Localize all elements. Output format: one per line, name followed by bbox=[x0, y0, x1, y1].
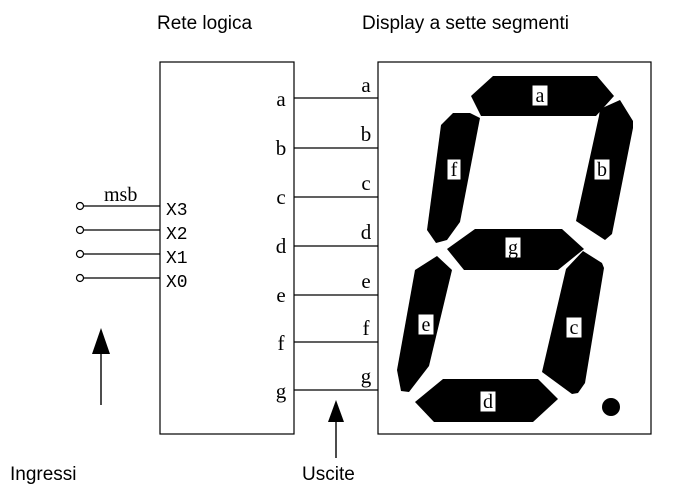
input-lines bbox=[75, 201, 160, 283]
segment-a-label-box bbox=[531, 84, 549, 107]
segment-e-label-box bbox=[417, 313, 435, 336]
input-pin-x3: X3 bbox=[166, 201, 188, 221]
input-terminal-x2 bbox=[75, 225, 85, 235]
logic-network-box bbox=[159, 61, 295, 435]
logic-output-label-f: f bbox=[278, 331, 285, 355]
segment-e-label: e bbox=[422, 314, 431, 336]
logic-output-label-d: d bbox=[276, 234, 287, 258]
segment-a-label: a bbox=[536, 85, 545, 107]
segment-g-label: g bbox=[508, 237, 518, 259]
logic-network-title: Rete logica bbox=[157, 13, 252, 34]
display-input-label-c: c bbox=[361, 171, 370, 195]
inputs-caption: Ingressi bbox=[10, 464, 77, 485]
input-terminal-x1 bbox=[75, 249, 85, 259]
segment-g-label-box bbox=[504, 236, 522, 259]
segment-f-label-box bbox=[446, 158, 462, 181]
segment-d-label: d bbox=[483, 391, 493, 413]
segment-c-label-box bbox=[565, 316, 583, 339]
display-box bbox=[377, 61, 652, 435]
input-pin-x1: X1 bbox=[166, 249, 188, 269]
input-pin-x2: X2 bbox=[166, 225, 188, 245]
output-lines bbox=[294, 97, 378, 391]
outputs-arrow-head bbox=[328, 400, 344, 422]
segment-labels: a b f g c e d bbox=[417, 84, 611, 413]
display-input-label-b: b bbox=[361, 122, 372, 146]
segment-f-label: f bbox=[451, 159, 458, 181]
display-input-label-d: d bbox=[361, 220, 372, 244]
logic-output-label-b: b bbox=[276, 136, 287, 160]
display-title: Display a sette segmenti bbox=[362, 13, 569, 34]
segment-c-label: c bbox=[570, 317, 579, 339]
input-pin-x0: X0 bbox=[166, 273, 188, 293]
display-input-label-e: e bbox=[361, 269, 370, 293]
msb-label: msb bbox=[104, 184, 137, 206]
segment-b-label: b bbox=[597, 159, 607, 181]
display-input-label-g: g bbox=[361, 364, 372, 388]
segment-d-label-box bbox=[479, 390, 497, 413]
inputs-arrow-head bbox=[92, 328, 110, 354]
outputs-caption: Uscite bbox=[302, 464, 355, 485]
logic-output-label-e: e bbox=[276, 283, 285, 307]
logic-output-label-g: g bbox=[276, 379, 287, 403]
segment-b-label-box bbox=[593, 158, 611, 181]
display-input-label-a: a bbox=[361, 73, 371, 97]
display-input-label-f: f bbox=[363, 316, 370, 340]
decimal-point bbox=[602, 398, 620, 416]
input-terminal-x3 bbox=[75, 201, 85, 211]
input-terminal-x0 bbox=[75, 273, 85, 283]
logic-output-label-a: a bbox=[276, 87, 286, 111]
logic-output-label-c: c bbox=[276, 185, 285, 209]
